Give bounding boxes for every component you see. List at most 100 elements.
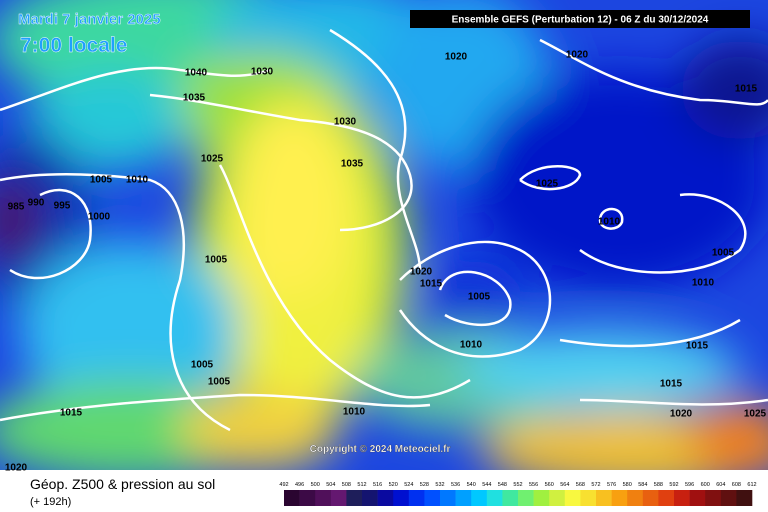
isobar-label: 1005: [191, 360, 214, 371]
colorbar-swatch: [627, 490, 644, 506]
colorbar-swatch: [564, 490, 581, 506]
isobars: [0, 28, 768, 432]
colorbar-swatch: [611, 490, 628, 506]
colorbar-swatch: [596, 490, 612, 506]
colorbar-swatch: [674, 490, 690, 506]
colorbar-swatch: [642, 490, 659, 506]
colorbar-label: 612: [747, 482, 756, 488]
colorbar-swatch: [580, 490, 597, 506]
colorbar-swatch: [440, 490, 456, 506]
colorbar-label: 608: [732, 482, 741, 488]
colorbar-label: 596: [685, 482, 694, 488]
isobar-label: 1025: [536, 179, 559, 190]
colorbar-label: 516: [373, 482, 382, 488]
isobar-label: 1020: [566, 50, 589, 61]
colorbar-swatch: [362, 490, 378, 506]
isobar-label: 1035: [183, 93, 206, 104]
isobar-label: 1030: [251, 67, 274, 78]
colorbar-swatch: [299, 490, 316, 506]
colorbar-label: 544: [482, 482, 491, 488]
isobar-label: 1020: [410, 267, 433, 278]
colorbar-label: 492: [279, 482, 288, 488]
isobar-label: 1005: [208, 377, 231, 388]
isobar-label: 1040: [185, 68, 208, 79]
run-info: Ensemble GEFS (Perturbation 12) - 06 Z d…: [452, 15, 709, 26]
isobar-label: 1020: [670, 409, 693, 420]
colorbar-swatch: [393, 490, 410, 506]
isobar-label: 1015: [735, 84, 758, 95]
colorbar-label: 496: [295, 482, 304, 488]
colorbar-label: 520: [389, 482, 398, 488]
colorbar-swatch: [346, 490, 363, 506]
colorbar-label: 508: [342, 482, 351, 488]
colorbar-swatch: [408, 490, 425, 506]
colorbar-swatch: [486, 490, 503, 506]
isobar-label: 1010: [343, 407, 366, 418]
isobar-label: 1010: [692, 278, 715, 289]
colorbar-swatch: [284, 490, 300, 506]
isobar-label: 1005: [468, 292, 491, 303]
colorbar-label: 500: [311, 482, 320, 488]
isobar-label: 1015: [660, 379, 683, 390]
isobar-label: 1020: [5, 463, 28, 474]
isobar-label: 1010: [126, 175, 149, 186]
colorbar-label: 568: [576, 482, 585, 488]
colorbar-label: 540: [467, 482, 476, 488]
colorbar-label: 552: [513, 482, 522, 488]
colorbar-swatch: [518, 490, 534, 506]
geopotential-field: [0, 0, 768, 470]
isobar-label: 995: [54, 201, 71, 212]
colorbar-label: 548: [498, 482, 507, 488]
isobar-label: 1005: [205, 255, 228, 266]
colorbar-swatch: [736, 490, 753, 506]
colorbar-label: 512: [357, 482, 366, 488]
colorbar-label: 580: [623, 482, 632, 488]
isobar-label: 1015: [686, 341, 709, 352]
colorbar-swatch: [377, 490, 394, 506]
isobar-label: 1020: [445, 52, 468, 63]
colorbar-label: 556: [529, 482, 538, 488]
colorbar-label: 584: [638, 482, 647, 488]
colorbar-label: 528: [420, 482, 429, 488]
colorbar-swatch: [315, 490, 332, 506]
isobar-label: 1010: [460, 340, 483, 351]
colorbar-swatch: [502, 490, 519, 506]
colorbar-swatch: [533, 490, 550, 506]
colorbar-swatch: [455, 490, 472, 506]
colorbar-swatch: [720, 490, 737, 506]
colorbar-label: 564: [560, 482, 569, 488]
isobar-label: 1025: [201, 154, 224, 165]
colorbar-swatch: [689, 490, 706, 506]
colorbar-label: 536: [451, 482, 460, 488]
colorbar-swatch: [330, 490, 347, 506]
isobar-label: 1035: [341, 159, 364, 170]
footer-lead: (+ 192h): [30, 496, 71, 508]
isobar-label: 990: [28, 198, 45, 209]
date: Mardi 7 janvier 2025: [18, 11, 161, 28]
colorbar-swatch: [424, 490, 441, 506]
colorbar: 492 496 500 504 508 512 516 520 524 528 532 536 540 5…: [279, 482, 757, 506]
colorbar-label: 600: [701, 482, 710, 488]
isobar-label: 1015: [60, 408, 83, 419]
colorbar-label: 604: [716, 482, 725, 488]
isobar-label: 1025: [744, 409, 767, 420]
colorbar-label: 560: [545, 482, 554, 488]
isobar-label: 1005: [712, 248, 735, 259]
colorbar-label: 532: [435, 482, 444, 488]
colorbar-swatch: [471, 490, 488, 506]
colorbar-label: 576: [607, 482, 616, 488]
colorbar-swatch: [658, 490, 675, 506]
colorbar-label: 588: [654, 482, 663, 488]
isobar-label: 985: [8, 202, 25, 213]
colorbar-swatch: [549, 490, 566, 506]
isobar-label: 1030: [334, 117, 357, 128]
local-time: 7:00 locale: [20, 34, 127, 57]
isobar-label: 1015: [420, 279, 443, 290]
colorbar-label: 572: [591, 482, 600, 488]
footer-title: Géop. Z500 & pression au sol: [30, 476, 215, 492]
colorbar-swatch: [705, 490, 722, 506]
colorbar-label: 504: [326, 482, 335, 488]
isobar-labels: 1040 1030 1035 1030 1025 1035 1005 1010 985 990 99…: [5, 50, 767, 474]
colorbar-label: 524: [404, 482, 413, 488]
